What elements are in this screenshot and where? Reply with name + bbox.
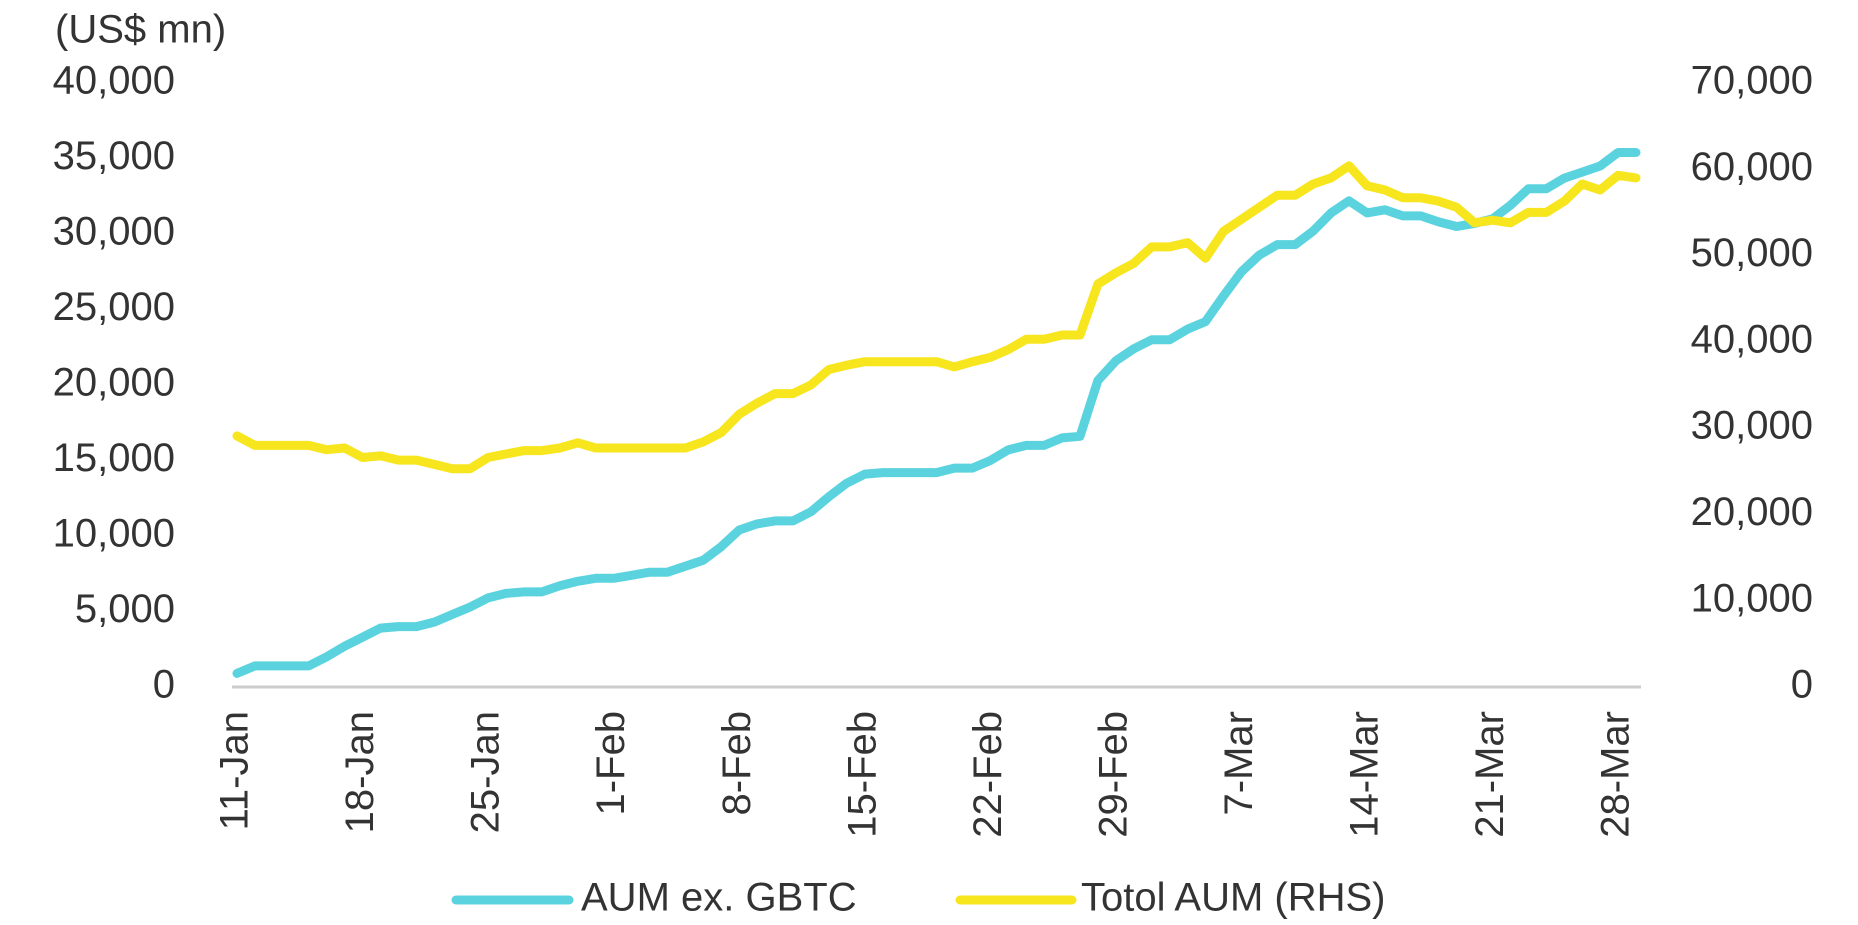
- y-tick-label: 40,000: [53, 59, 175, 103]
- x-tick-label: 7-Mar: [1217, 711, 1261, 815]
- y2-tick-label: 70,000: [1691, 59, 1813, 103]
- x-tick-label: 22-Feb: [966, 711, 1010, 838]
- y-tick-label: 20,000: [53, 361, 175, 405]
- y2-tick-label: 20,000: [1691, 490, 1813, 534]
- x-tick-label: 28-Mar: [1594, 711, 1638, 838]
- y-tick-label: 5,000: [75, 587, 175, 631]
- y-tick-label: 10,000: [53, 512, 175, 556]
- legend-label: Totol AUM (RHS): [1081, 876, 1386, 920]
- y-tick-label: 30,000: [53, 210, 175, 254]
- y2-tick-label: 10,000: [1691, 576, 1813, 620]
- x-tick-label: 18-Jan: [338, 711, 382, 833]
- y-tick-label: 25,000: [53, 285, 175, 329]
- y-tick-label: 15,000: [53, 436, 175, 480]
- x-tick-label: 1-Feb: [589, 711, 633, 816]
- series-line: [232, 148, 1641, 678]
- x-tick-label: 25-Jan: [464, 711, 508, 833]
- y-tick-label: 0: [153, 663, 175, 707]
- legend-label: AUM ex. GBTC: [581, 876, 857, 920]
- y2-tick-label: 30,000: [1691, 404, 1813, 448]
- x-tick-label: 21-Mar: [1468, 711, 1512, 838]
- y2-tick-label: 40,000: [1691, 317, 1813, 361]
- x-tick-label: 11-Jan: [213, 711, 257, 830]
- x-tick-label: 15-Feb: [840, 711, 884, 838]
- series-line: [232, 161, 1641, 474]
- y-axis-label: (US$ mn): [55, 8, 226, 52]
- y2-tick-label: 50,000: [1691, 231, 1813, 275]
- y2-tick-label: 0: [1791, 663, 1813, 707]
- x-tick-label: 14-Mar: [1343, 711, 1387, 838]
- x-tick-label: 8-Feb: [715, 711, 759, 816]
- y-tick-label: 35,000: [53, 134, 175, 178]
- x-tick-label: 29-Feb: [1091, 711, 1135, 838]
- y2-tick-label: 60,000: [1691, 145, 1813, 189]
